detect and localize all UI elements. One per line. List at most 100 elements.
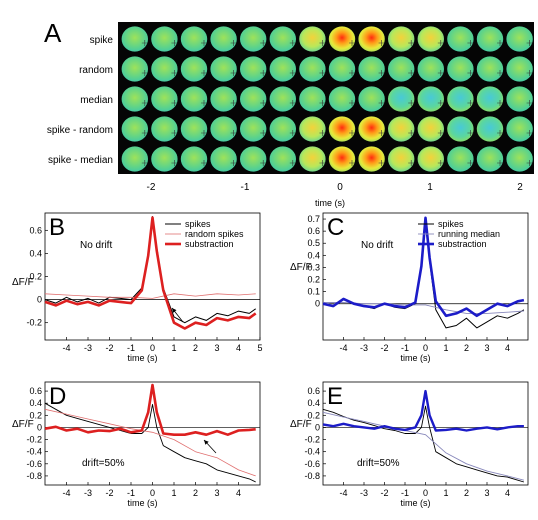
y-tick-label: 0.4 xyxy=(29,398,42,408)
crosshair-marker xyxy=(201,160,207,166)
brain-image xyxy=(358,116,385,142)
x-tick-label: -2 xyxy=(105,343,113,353)
x-tick-label: -3 xyxy=(84,343,92,353)
brain-image xyxy=(447,86,474,112)
x-axis-label: time (s) xyxy=(401,353,431,363)
crosshair-marker xyxy=(378,70,385,76)
x-axis-label: time (s) xyxy=(401,498,431,508)
brain-image xyxy=(417,26,444,52)
crosshair-marker xyxy=(526,130,533,136)
series-line-random-spikes xyxy=(44,293,256,299)
crosshair-marker xyxy=(467,70,474,76)
brain-image xyxy=(388,116,415,142)
legend-entry: spikes xyxy=(185,219,211,229)
y-tick-label: 0 xyxy=(315,299,320,309)
brain-image xyxy=(506,116,533,142)
brain-image-grid xyxy=(118,22,534,174)
y-tick-label: -0.6 xyxy=(26,459,42,469)
crosshair-marker xyxy=(437,40,444,46)
brain-image xyxy=(180,26,208,52)
x-tick-label: 4 xyxy=(505,488,510,498)
panel-d: D -4 -3 -2 -1 0 1 2 3 4 -0.8 -0.6 -0.4 -0.2 0 0.2 0.4 0.6… xyxy=(12,381,261,508)
brain-image xyxy=(417,116,444,142)
y-tick-label: 0 xyxy=(37,422,42,432)
brain-image xyxy=(328,56,356,82)
y-tick-label: 0.3 xyxy=(307,262,320,272)
panel-b: B -4 -3 -2 -1 0 1 2 3 4 5 -0.2 0 0.2 0.4 0.6 time (s) ΔF/… xyxy=(12,212,263,363)
panel-annotation: drift=50% xyxy=(357,458,400,469)
x-axis-label: time (s) xyxy=(128,498,158,508)
y-tick-label: 0.4 xyxy=(307,398,320,408)
brain-image xyxy=(328,146,356,172)
series-line-substraction xyxy=(44,383,256,436)
brain-image xyxy=(417,86,444,112)
crosshair-marker xyxy=(437,160,444,166)
brain-image xyxy=(299,146,326,172)
crosshair-marker xyxy=(467,160,474,166)
legend-entry: substraction xyxy=(438,239,487,249)
legend-entry: running median xyxy=(438,229,500,239)
brain-image xyxy=(417,56,444,82)
crosshair-marker xyxy=(408,130,415,136)
brain-image xyxy=(476,146,504,172)
x-tick-label: 5 xyxy=(257,343,262,353)
x-tick-label: 2 xyxy=(193,343,198,353)
panel-a-letter: A xyxy=(44,18,62,48)
x-axis-label: time (s) xyxy=(128,353,158,363)
panel-letter: D xyxy=(49,383,66,410)
row-label: spike xyxy=(90,35,114,46)
crosshair-marker xyxy=(319,40,326,46)
brain-image xyxy=(210,56,237,82)
y-tick-label: -0.4 xyxy=(26,447,42,457)
crosshair-marker xyxy=(260,70,267,76)
x-tick-label: 2 xyxy=(517,182,523,193)
x-tick-label: -2 xyxy=(147,182,156,193)
brain-image xyxy=(121,56,148,82)
x-tick-label: 0 xyxy=(423,488,428,498)
crosshair-marker xyxy=(141,130,148,136)
brain-image xyxy=(447,116,474,142)
brain-image xyxy=(358,146,385,172)
x-tick-label: -1 xyxy=(401,343,409,353)
brain-image xyxy=(151,116,178,142)
panel-letter: E xyxy=(327,383,343,410)
y-tick-label: 0.5 xyxy=(307,238,320,248)
crosshair-marker xyxy=(408,100,415,106)
row-label: random xyxy=(79,65,113,76)
crosshair-marker xyxy=(378,40,385,46)
crosshair-marker xyxy=(378,130,385,136)
brain-image xyxy=(388,56,415,82)
y-axis-label: ΔF/F xyxy=(290,419,312,430)
x-tick-label: -2 xyxy=(380,488,388,498)
x-tick-label: -4 xyxy=(62,343,70,353)
x-tick-label: 1 xyxy=(443,343,448,353)
crosshair-marker xyxy=(230,40,237,46)
brain-image xyxy=(121,116,148,142)
panel-letter: B xyxy=(49,214,65,241)
crosshair-marker xyxy=(408,40,415,46)
x-tick-label: -3 xyxy=(360,488,368,498)
crosshair-marker xyxy=(526,40,533,46)
crosshair-marker xyxy=(171,40,178,46)
crosshair-marker xyxy=(497,160,503,166)
brain-image xyxy=(358,26,385,52)
series-line-substraction xyxy=(322,389,524,432)
crosshair-marker xyxy=(289,130,296,136)
brain-image xyxy=(476,26,504,52)
crosshair-marker xyxy=(349,70,355,76)
y-tick-label: 0.7 xyxy=(307,214,320,224)
brain-image xyxy=(151,56,178,82)
crosshair-marker xyxy=(141,160,148,166)
x-tick-label: 0 xyxy=(337,182,343,193)
brain-image xyxy=(240,56,267,82)
y-axis-label: ΔF/F xyxy=(290,262,312,273)
crosshair-marker xyxy=(230,70,237,76)
x-tick-label: -2 xyxy=(380,343,388,353)
crosshair-marker xyxy=(497,40,503,46)
y-tick-label: -0.4 xyxy=(304,447,320,457)
y-tick-label: -0.8 xyxy=(26,471,42,481)
crosshair-marker xyxy=(171,130,178,136)
y-tick-label: 0.6 xyxy=(307,386,320,396)
crosshair-marker xyxy=(467,40,474,46)
